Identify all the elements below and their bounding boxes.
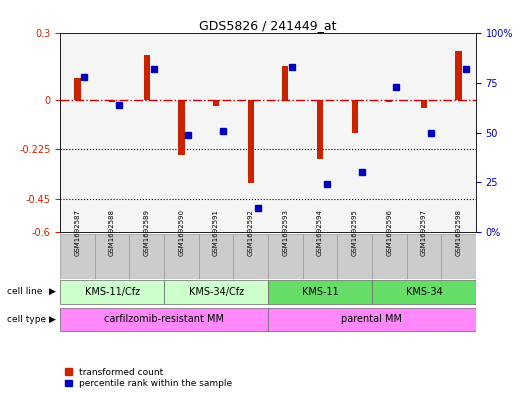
Bar [421, 99, 427, 108]
Text: GSM1692596: GSM1692596 [386, 209, 392, 255]
Bar [144, 55, 150, 99]
Bar [109, 99, 115, 102]
Text: cell type: cell type [7, 315, 46, 323]
Text: GSM1692592: GSM1692592 [248, 209, 254, 255]
Bar [282, 66, 289, 99]
Bar [233, 234, 268, 279]
Bar [164, 234, 199, 279]
Text: GSM1692598: GSM1692598 [456, 209, 462, 255]
Text: KMS-34: KMS-34 [405, 287, 442, 297]
Bar [213, 99, 219, 106]
Bar [95, 234, 129, 279]
Title: GDS5826 / 241449_at: GDS5826 / 241449_at [199, 19, 337, 32]
Bar [74, 77, 81, 99]
Text: GSM1692591: GSM1692591 [213, 209, 219, 255]
Text: carfilzomib-resistant MM: carfilzomib-resistant MM [104, 314, 224, 324]
Bar [268, 280, 372, 303]
Bar [456, 51, 462, 99]
Bar [372, 280, 476, 303]
Text: parental MM: parental MM [342, 314, 403, 324]
Bar [268, 234, 303, 279]
Text: GSM1692593: GSM1692593 [282, 209, 288, 255]
Text: KMS-34/Cfz: KMS-34/Cfz [188, 287, 244, 297]
Bar [317, 99, 323, 159]
Bar [303, 234, 337, 279]
Text: KMS-11/Cfz: KMS-11/Cfz [85, 287, 140, 297]
Bar [164, 280, 268, 303]
Bar [337, 234, 372, 279]
Bar [129, 234, 164, 279]
Bar [441, 234, 476, 279]
Bar [199, 234, 233, 279]
Text: ▶: ▶ [49, 287, 55, 296]
Text: KMS-11: KMS-11 [302, 287, 338, 297]
Bar [386, 99, 392, 102]
Bar [351, 99, 358, 132]
Text: ▶: ▶ [49, 315, 55, 323]
Text: cell line: cell line [7, 287, 42, 296]
Bar [407, 234, 441, 279]
Bar [60, 308, 268, 331]
Bar [372, 234, 407, 279]
Text: GSM1692587: GSM1692587 [74, 209, 81, 255]
Bar [268, 308, 476, 331]
Bar [60, 234, 95, 279]
Legend: transformed count, percentile rank within the sample: transformed count, percentile rank withi… [65, 368, 232, 389]
Text: GSM1692595: GSM1692595 [351, 209, 358, 255]
Text: GSM1692590: GSM1692590 [178, 209, 185, 255]
Bar [178, 99, 185, 155]
Text: GSM1692597: GSM1692597 [421, 209, 427, 255]
Text: GSM1692588: GSM1692588 [109, 209, 115, 255]
Text: GSM1692589: GSM1692589 [144, 209, 150, 255]
Bar [247, 99, 254, 184]
Bar [60, 280, 164, 303]
Text: GSM1692594: GSM1692594 [317, 209, 323, 255]
